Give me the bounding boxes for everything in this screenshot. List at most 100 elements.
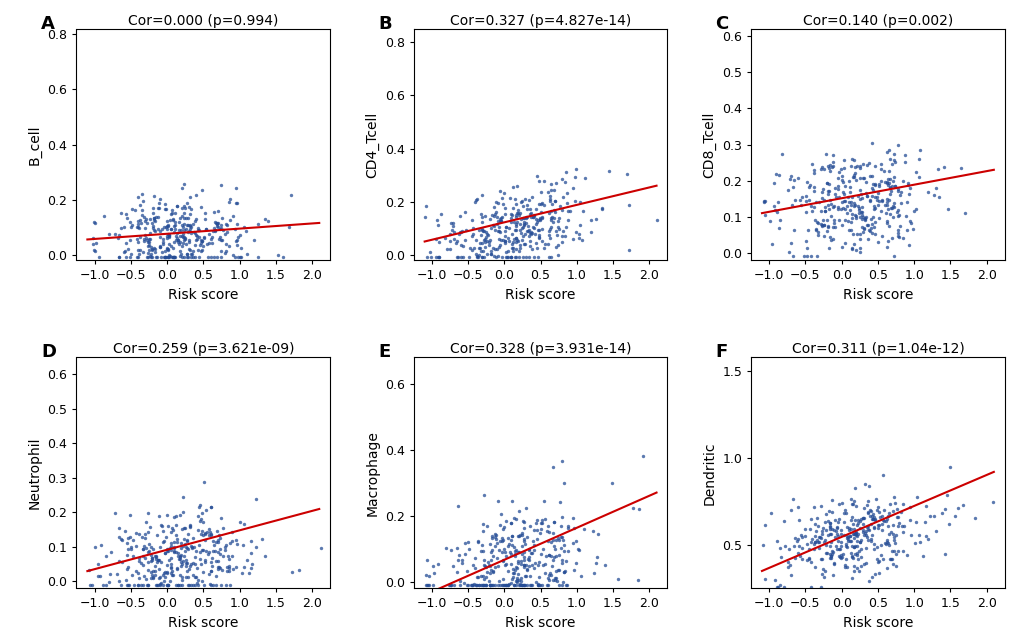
Point (139, 574, 155, 584)
Point (851, 194, 867, 204)
Point (156, 568, 172, 579)
Point (784, 251, 800, 262)
Point (178, 224, 195, 234)
Point (550, 224, 567, 235)
Point (165, 221, 181, 231)
Point (914, 551, 930, 561)
Point (211, 562, 227, 572)
Point (837, 505, 853, 515)
Point (554, 226, 571, 236)
Point (197, 528, 213, 538)
Point (507, 233, 524, 244)
Point (525, 210, 541, 221)
Point (148, 212, 164, 222)
Point (521, 545, 537, 555)
Point (85, 239, 101, 249)
Point (843, 572, 859, 583)
Point (539, 580, 555, 590)
Point (495, 555, 512, 565)
Point (506, 545, 523, 556)
Point (179, 220, 196, 230)
Point (482, 547, 498, 557)
Point (157, 204, 173, 214)
Point (553, 555, 570, 565)
Point (477, 572, 493, 582)
Point (171, 580, 187, 590)
Point (884, 149, 901, 159)
Point (442, 545, 459, 555)
Point (236, 518, 253, 529)
Point (527, 237, 543, 248)
Point (167, 231, 183, 242)
Point (477, 562, 493, 572)
Point (843, 494, 859, 504)
Point (812, 219, 828, 230)
Point (852, 229, 868, 239)
Point (860, 158, 876, 168)
Point (872, 176, 889, 186)
Point (129, 219, 146, 230)
Point (211, 543, 227, 554)
Point (214, 551, 230, 561)
Point (822, 529, 839, 539)
Point (865, 201, 881, 211)
Point (481, 560, 497, 570)
Point (845, 496, 861, 506)
Text: A: A (41, 15, 55, 33)
Point (523, 580, 539, 590)
Point (845, 561, 861, 571)
Point (608, 574, 625, 584)
Point (223, 527, 239, 537)
Point (227, 198, 244, 208)
Point (102, 568, 118, 579)
Point (180, 237, 197, 247)
Point (199, 527, 215, 537)
Point (476, 211, 492, 221)
Point (158, 252, 174, 262)
Point (140, 248, 156, 258)
Point (530, 214, 546, 224)
Point (210, 218, 226, 228)
Point (186, 252, 203, 262)
Point (145, 223, 161, 233)
Point (568, 557, 584, 568)
Point (522, 208, 538, 219)
Point (854, 527, 870, 537)
Point (137, 532, 153, 543)
Point (870, 556, 887, 566)
Point (209, 562, 225, 572)
Point (866, 192, 882, 202)
Point (163, 205, 179, 215)
Point (205, 226, 221, 236)
Point (90, 571, 106, 581)
Point (212, 235, 228, 246)
Point (522, 209, 538, 219)
Point (828, 531, 845, 541)
Point (808, 217, 824, 227)
Point (845, 172, 861, 182)
Point (530, 557, 546, 567)
Point (549, 249, 566, 260)
Point (152, 241, 168, 251)
Point (865, 522, 881, 532)
Point (822, 199, 839, 210)
Point (836, 238, 852, 248)
Point (178, 566, 195, 576)
Point (160, 546, 176, 556)
Point (513, 235, 529, 246)
Point (454, 252, 471, 262)
Point (873, 195, 890, 206)
Point (129, 215, 146, 226)
Point (478, 580, 494, 590)
Point (192, 554, 208, 565)
Point (106, 229, 122, 239)
Point (455, 578, 472, 588)
Point (147, 244, 163, 254)
Point (878, 200, 895, 210)
Point (844, 229, 860, 239)
Point (819, 163, 836, 173)
Point (857, 557, 873, 568)
Point (756, 520, 772, 530)
Point (173, 557, 190, 568)
Point (90, 559, 106, 570)
